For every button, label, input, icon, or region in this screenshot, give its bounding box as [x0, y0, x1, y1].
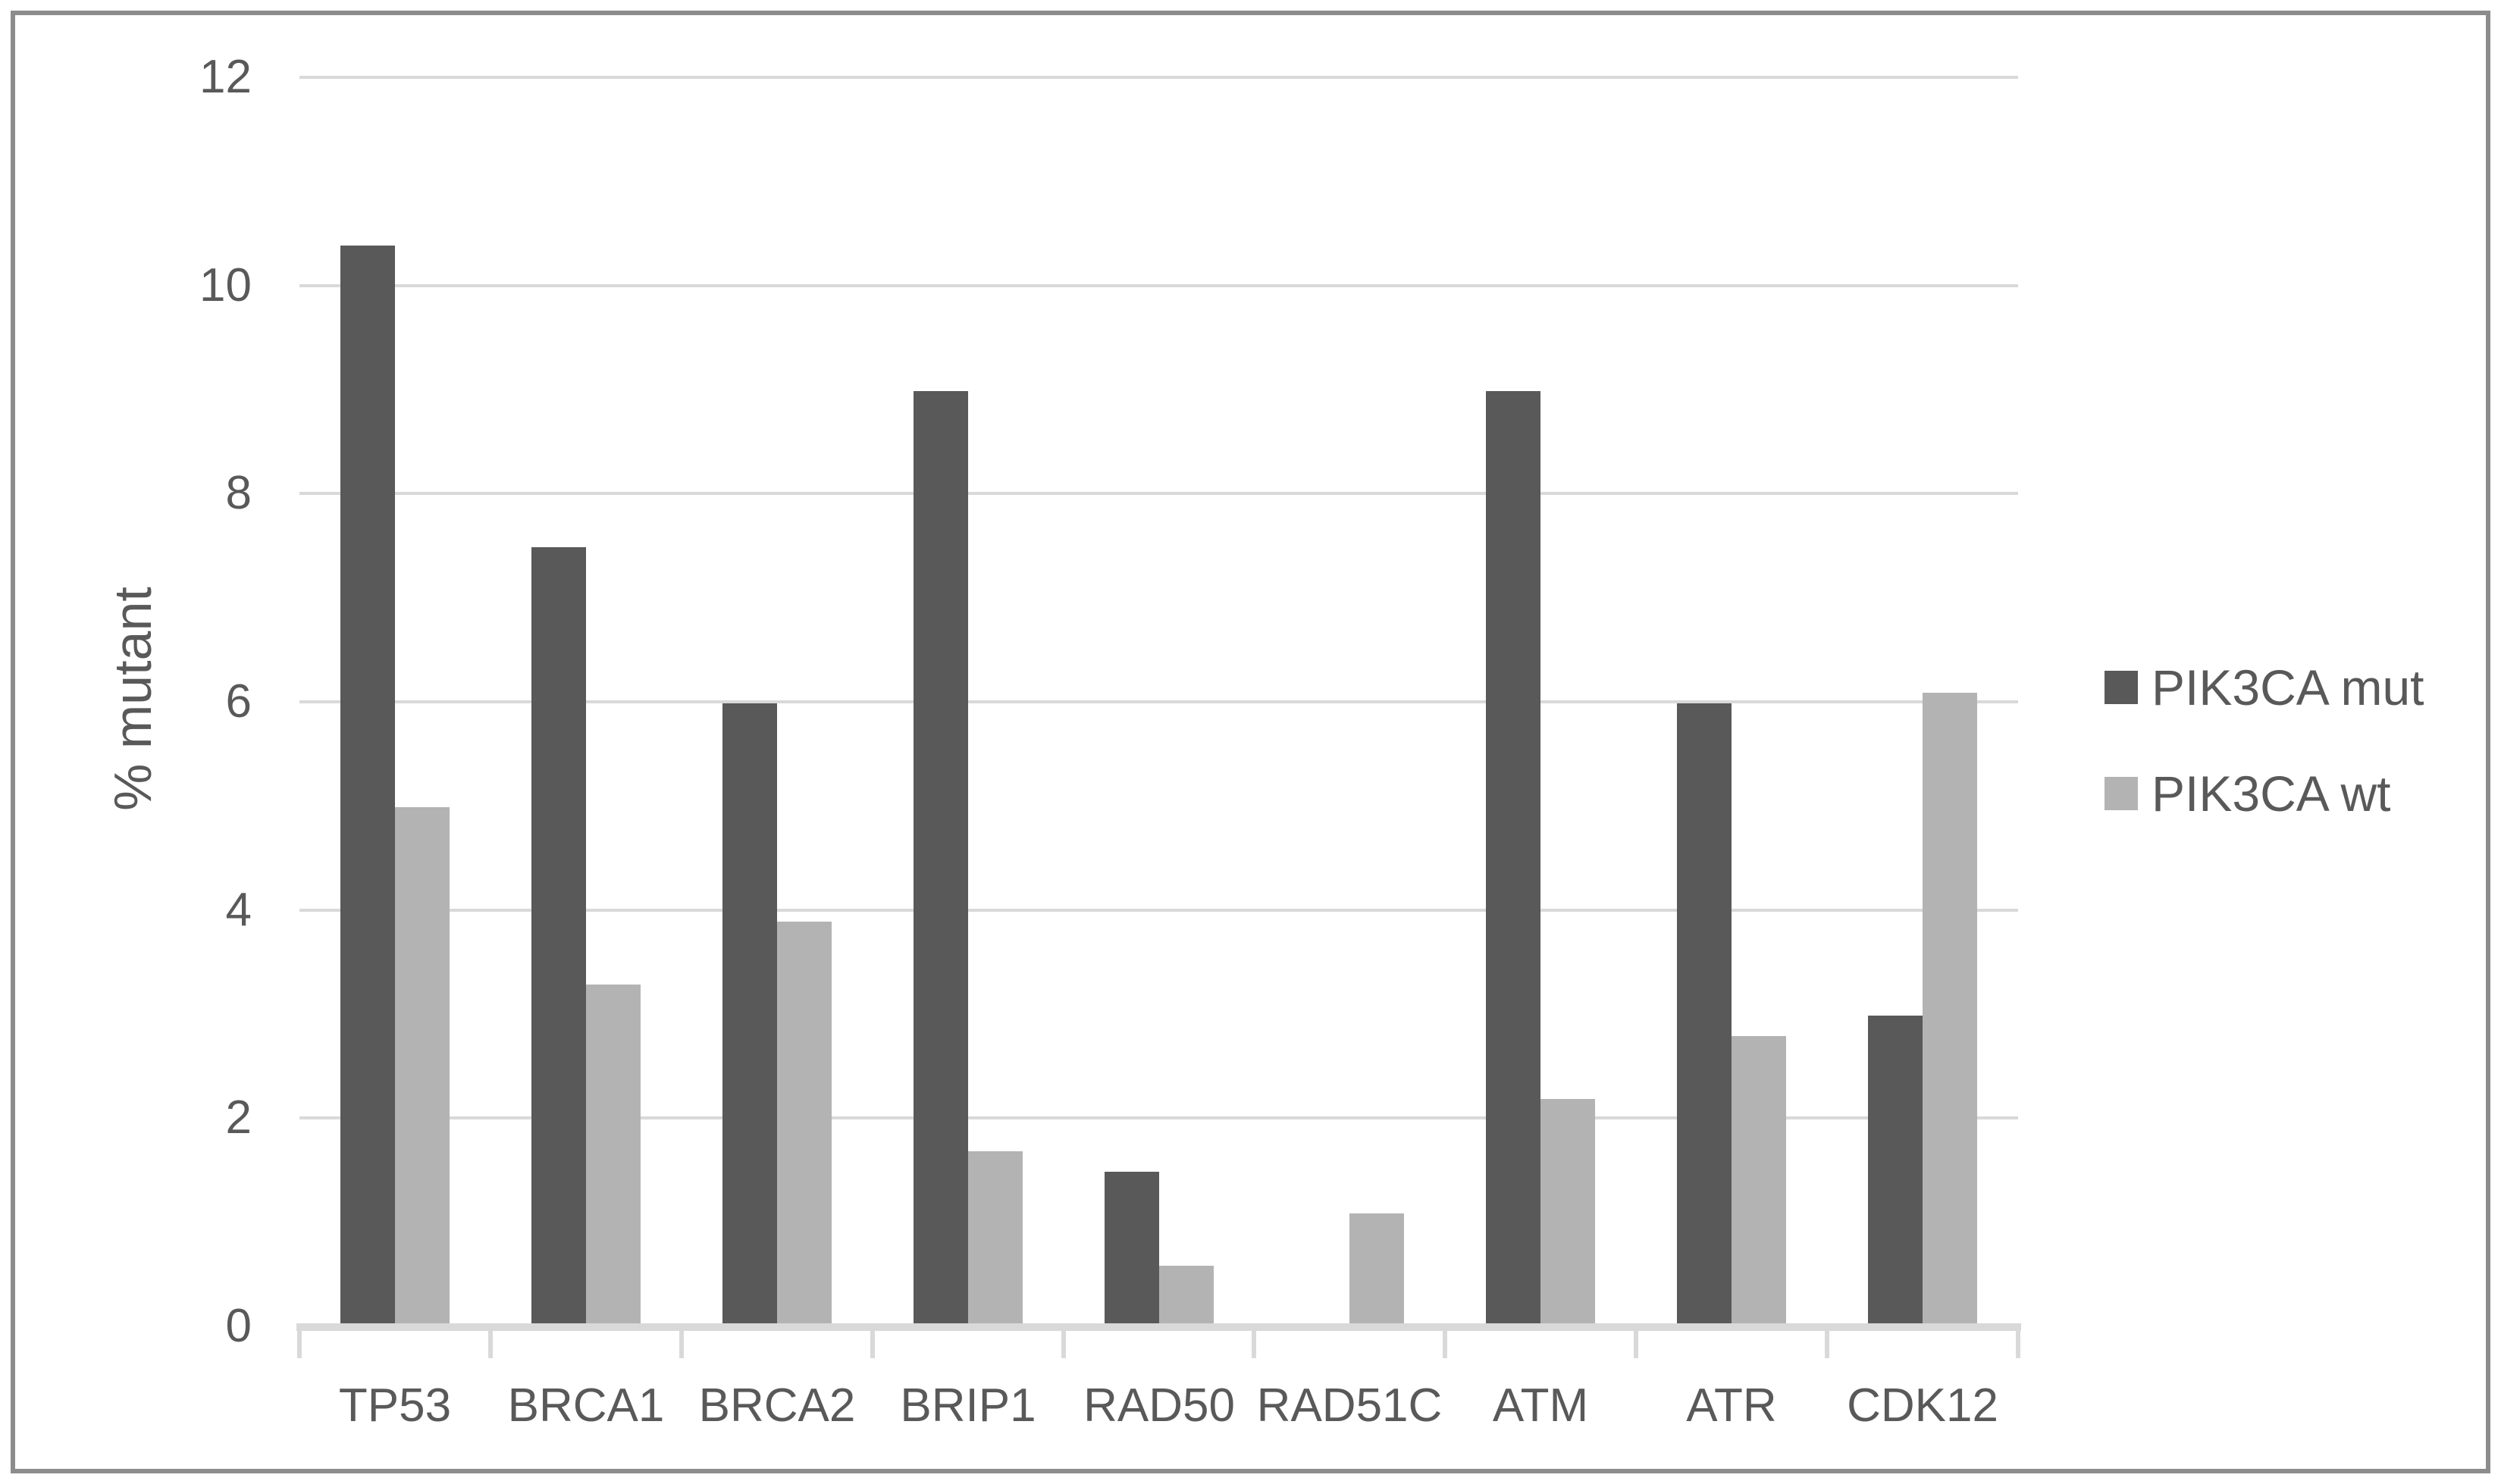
x-category-label-BRCA2: BRCA2 [698, 1379, 856, 1432]
x-axis-tick-0 [297, 1331, 302, 1358]
x-axis-tick-3 [870, 1331, 875, 1358]
x-category-label-BRCA1: BRCA1 [507, 1379, 665, 1432]
x-axis-tick-7 [1634, 1331, 1638, 1358]
x-axis-tick-1 [488, 1331, 493, 1358]
x-axis-tick-9 [2016, 1331, 2020, 1358]
gridline-4 [299, 908, 2018, 912]
gridline-12 [299, 76, 2018, 79]
y-tick-label-6: 6 [225, 675, 252, 728]
x-category-label-RAD51C: RAD51C [1256, 1379, 1443, 1432]
gridline-10 [299, 283, 2018, 287]
y-tick-label-8: 8 [225, 467, 252, 520]
bar-ATR-wt [1732, 1036, 1786, 1328]
bar-RAD51C-wt [1349, 1213, 1404, 1328]
bar-RAD50-wt [1159, 1266, 1214, 1328]
y-tick-label-0: 0 [225, 1300, 252, 1352]
y-tick-label-10: 10 [199, 258, 252, 312]
bar-ATR-mut [1677, 703, 1732, 1328]
x-category-label-TP53: TP53 [338, 1379, 452, 1432]
x-category-label-ATM: ATM [1492, 1379, 1589, 1432]
bar-ATM-wt [1540, 1099, 1595, 1328]
bar-TP53-mut [340, 246, 395, 1328]
x-axis-tick-2 [679, 1331, 684, 1358]
bar-CDK12-wt [1923, 693, 1977, 1328]
x-category-label-BRIP1: BRIP1 [900, 1379, 1036, 1432]
gridline-6 [299, 700, 2018, 703]
y-tick-label-4: 4 [225, 883, 252, 936]
bar-BRIP1-wt [968, 1151, 1023, 1328]
x-category-label-ATR: ATR [1686, 1379, 1777, 1432]
x-axis-tick-4 [1061, 1331, 1066, 1358]
x-category-label-RAD50: RAD50 [1083, 1379, 1235, 1432]
x-axis-tick-5 [1252, 1331, 1256, 1358]
gridline-8 [299, 492, 2018, 496]
bar-BRIP1-mut [914, 391, 968, 1328]
legend-swatch-pik3ca-wt [2105, 777, 2138, 810]
bar-TP53-wt [395, 807, 450, 1328]
bar-RAD50-mut [1105, 1172, 1159, 1328]
bar-BRCA2-mut [722, 703, 777, 1328]
bar-BRCA1-wt [586, 985, 641, 1328]
x-axis-line [296, 1323, 2021, 1331]
bar-CDK12-mut [1868, 1016, 1923, 1328]
x-axis-tick-6 [1443, 1331, 1447, 1358]
legend-label-pik3ca-wt: PIK3CA wt [2152, 765, 2391, 822]
bar-BRCA1-mut [531, 547, 586, 1328]
x-axis-tick-8 [1825, 1331, 1829, 1358]
bar-BRCA2-wt [777, 922, 832, 1328]
x-category-label-CDK12: CDK12 [1847, 1379, 1998, 1432]
legend-label-pik3ca-mut: PIK3CA mut [2152, 659, 2424, 715]
bar-ATM-mut [1486, 391, 1540, 1328]
legend-swatch-pik3ca-mut [2105, 671, 2138, 704]
y-tick-label-2: 2 [225, 1091, 252, 1144]
gridline-2 [299, 1116, 2018, 1120]
y-tick-label-12: 12 [199, 51, 252, 103]
